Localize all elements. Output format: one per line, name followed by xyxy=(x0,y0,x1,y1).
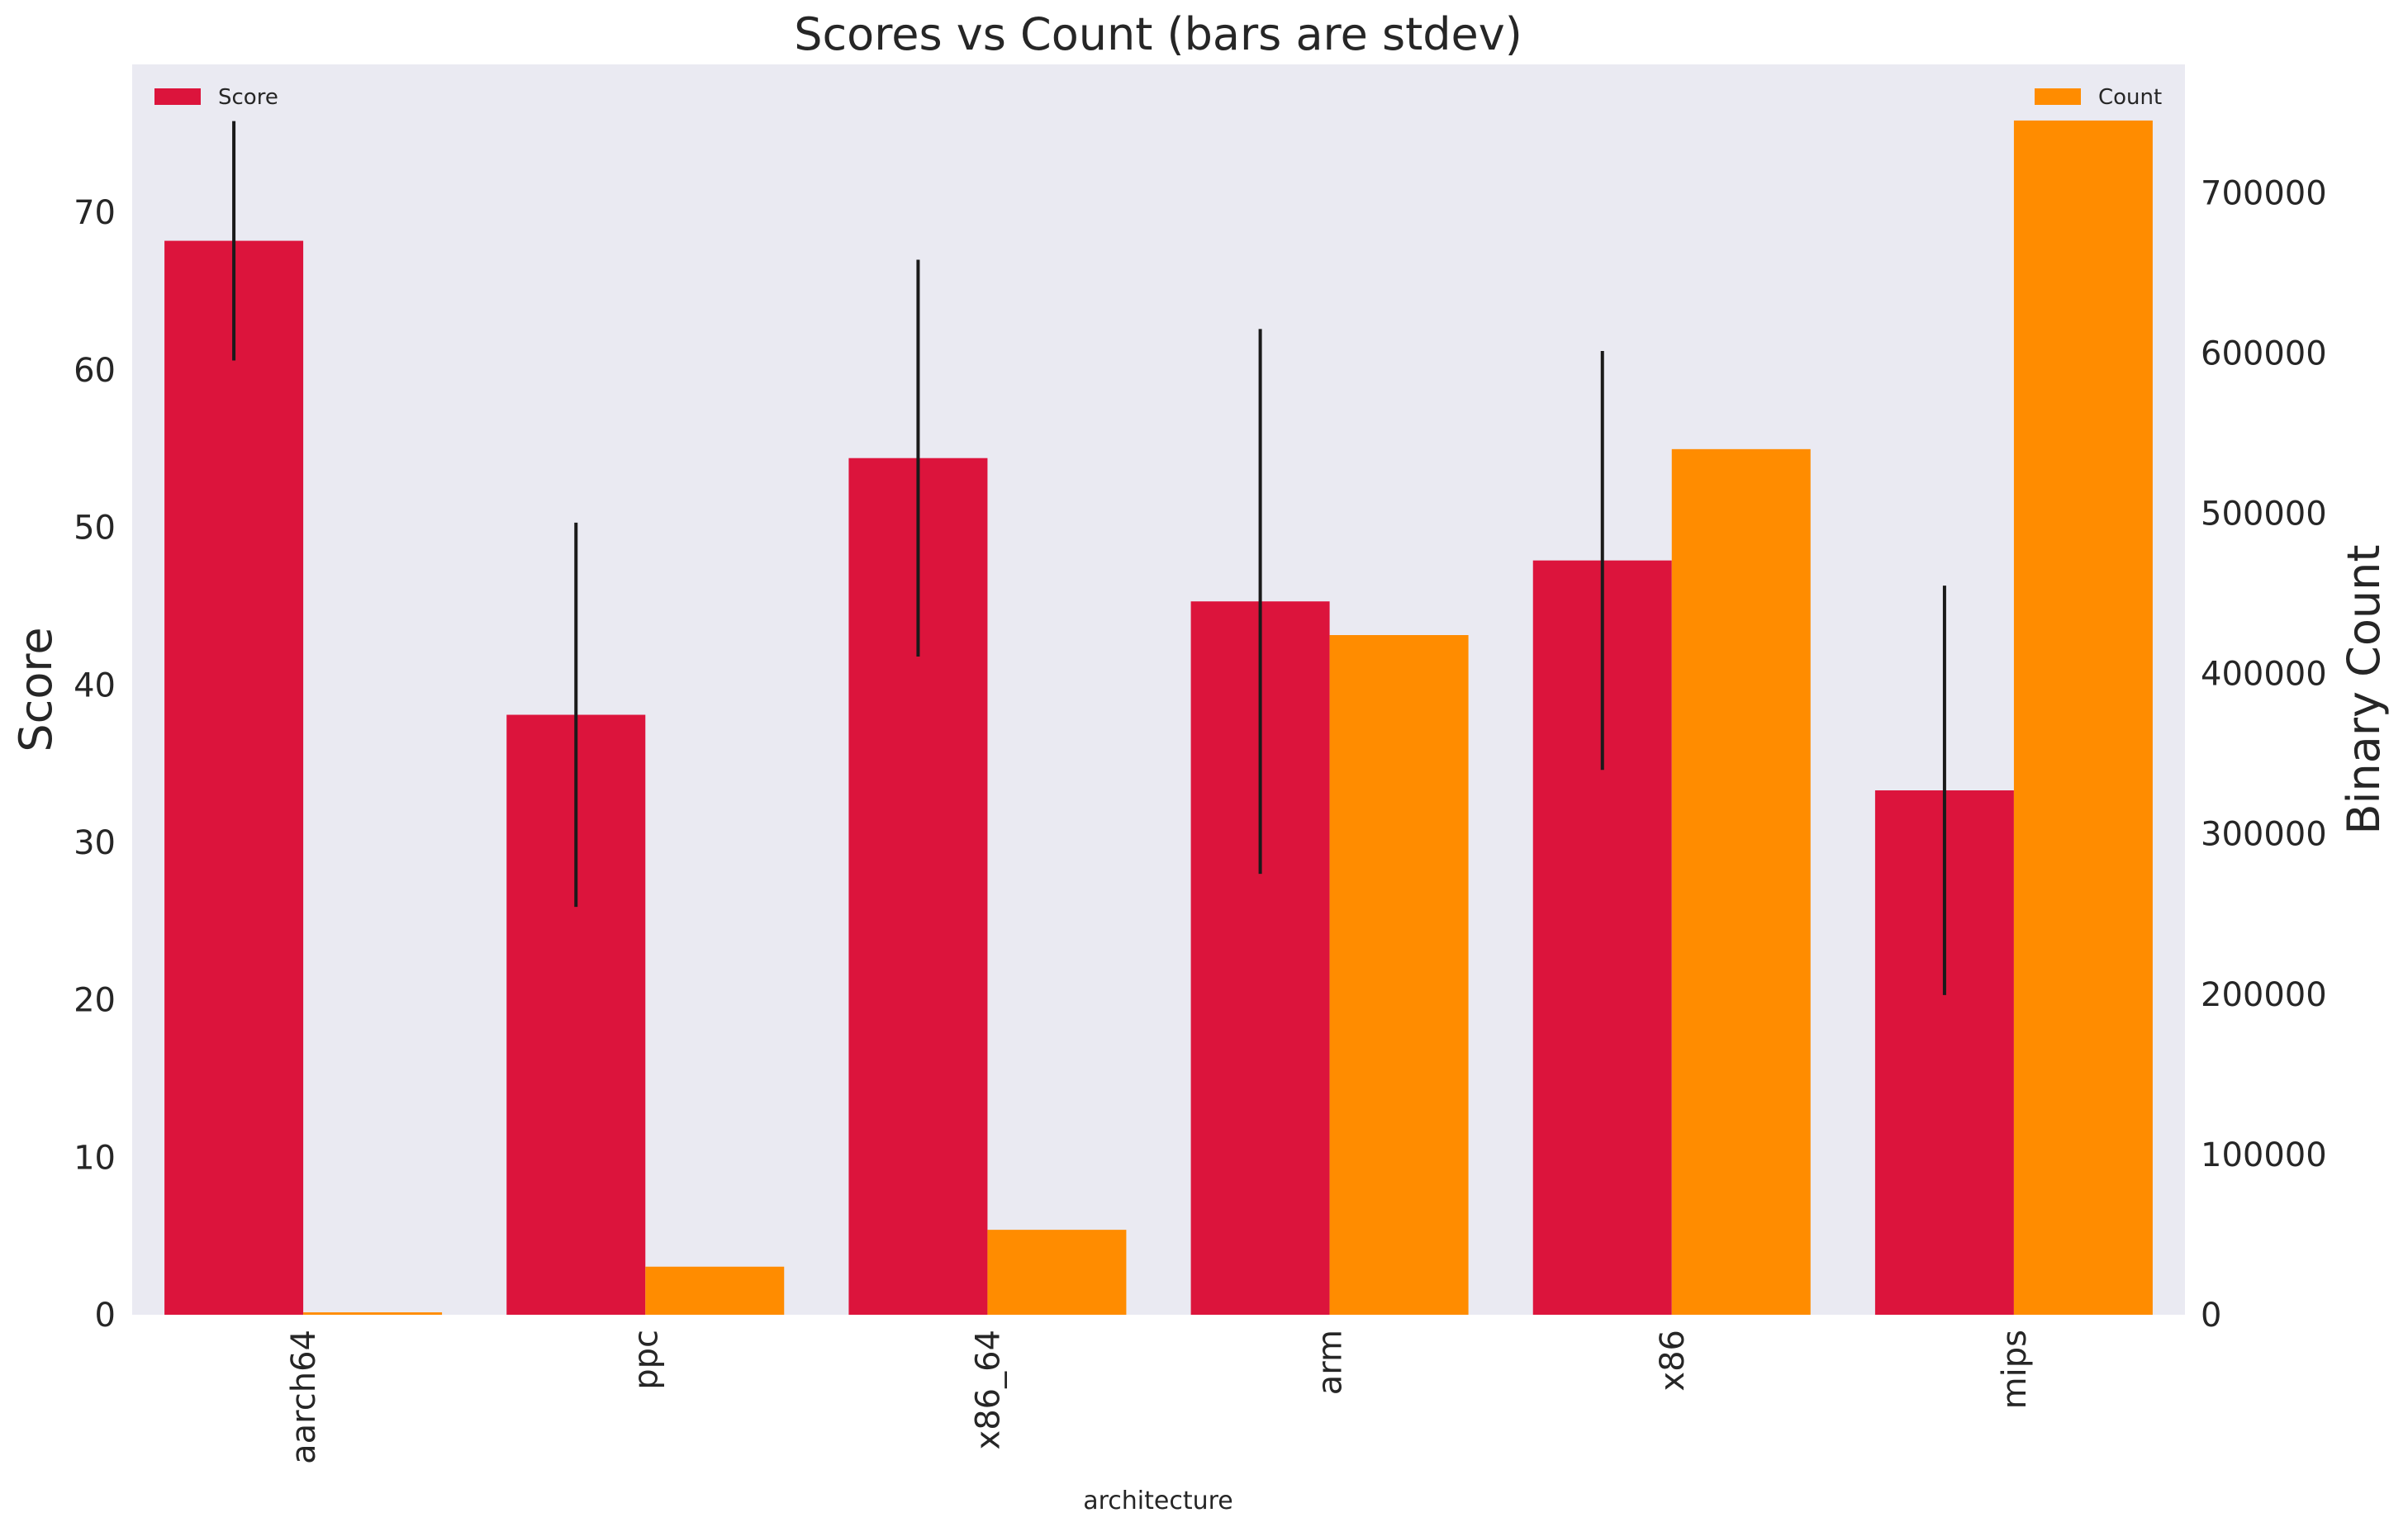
y-tick-label-right: 100000 xyxy=(2201,1136,2327,1174)
y-axis-title-left: Score xyxy=(10,627,62,752)
y-ticks-left: 0 10 20 30 40 50 60 70 xyxy=(74,194,116,1335)
x-tick-label-arm: arm xyxy=(1312,1330,1350,1395)
bar-score-aarch64 xyxy=(164,240,304,1315)
x-tick-label-x86: x86 xyxy=(1654,1330,1692,1392)
plot-background xyxy=(132,64,2185,1315)
legend-swatch-count xyxy=(2035,88,2081,105)
chart-title: Scores vs Count (bars are stdev) xyxy=(794,8,1522,60)
bar-count-x86 xyxy=(1671,448,1811,1315)
legend-label-score: Score xyxy=(218,85,278,110)
legend-swatch-score xyxy=(154,88,201,105)
y-tick-label-right: 300000 xyxy=(2201,816,2327,854)
y-tick-label-left: 40 xyxy=(74,666,116,704)
bar-count-x86_64 xyxy=(987,1230,1127,1315)
bar-count-aarch64 xyxy=(303,1312,443,1315)
bar-count-mips xyxy=(2013,120,2153,1315)
y-tick-label-left: 10 xyxy=(74,1139,116,1177)
y-tick-label-right: 200000 xyxy=(2201,976,2327,1014)
y-tick-label-left: 50 xyxy=(74,510,116,548)
x-axis-title: architecture xyxy=(1083,1487,1233,1515)
legend-label-count: Count xyxy=(2098,85,2162,110)
legend-left: Score xyxy=(154,85,278,110)
y-tick-label-right: 400000 xyxy=(2201,656,2327,694)
bar-count-ppc xyxy=(645,1266,785,1315)
y-tick-label-left: 0 xyxy=(95,1297,116,1335)
y-tick-label-right: 0 xyxy=(2201,1297,2221,1335)
x-tick-label-x86_64: x86_64 xyxy=(969,1330,1007,1449)
y-tick-label-left: 60 xyxy=(74,352,116,390)
y-tick-label-left: 30 xyxy=(74,824,116,862)
y-axis-title-right: Binary Count xyxy=(2338,544,2390,834)
y-tick-label-left: 70 xyxy=(74,194,116,232)
bar-count-arm xyxy=(1329,635,1469,1315)
legend-right: Count xyxy=(2035,85,2162,110)
error-bars-layer xyxy=(232,121,1946,995)
y-tick-label-right: 600000 xyxy=(2201,334,2327,372)
x-tick-label-mips: mips xyxy=(1996,1330,2034,1409)
y-tick-label-left: 20 xyxy=(74,982,116,1020)
x-tick-label-aarch64: aarch64 xyxy=(285,1330,323,1464)
x-ticks: aarch64 ppc x86_64 arm x86 mips xyxy=(285,1330,2034,1464)
y-tick-label-right: 500000 xyxy=(2201,495,2327,533)
x-tick-label-ppc: ppc xyxy=(627,1330,665,1390)
y-ticks-right: 0 100000 200000 300000 400000 500000 600000 700… xyxy=(2201,174,2327,1335)
y-tick-label-right: 700000 xyxy=(2201,174,2327,212)
